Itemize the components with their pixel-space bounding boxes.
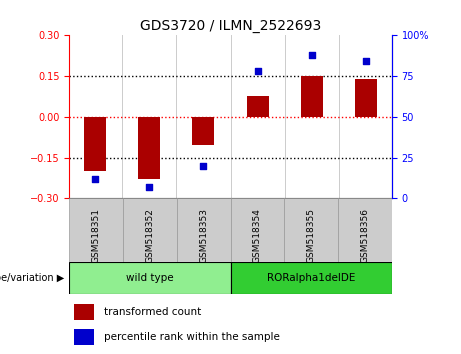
Text: GSM518354: GSM518354 bbox=[253, 208, 262, 263]
Bar bbox=[247, 96, 268, 117]
Bar bbox=[123, 198, 177, 262]
Text: RORalpha1delDE: RORalpha1delDE bbox=[267, 273, 355, 283]
Text: GSM518353: GSM518353 bbox=[199, 208, 208, 263]
Text: GSM518355: GSM518355 bbox=[307, 208, 316, 263]
Bar bbox=[138, 117, 160, 179]
Text: wild type: wild type bbox=[126, 273, 174, 283]
Bar bbox=[69, 262, 230, 294]
Title: GDS3720 / ILMN_2522693: GDS3720 / ILMN_2522693 bbox=[140, 19, 321, 33]
Point bbox=[145, 184, 153, 190]
Bar bbox=[84, 117, 106, 171]
Bar bbox=[284, 198, 338, 262]
Bar bbox=[355, 79, 377, 117]
Point bbox=[363, 59, 370, 64]
Bar bbox=[230, 198, 284, 262]
Bar bbox=[177, 198, 230, 262]
Bar bbox=[69, 198, 123, 262]
Point bbox=[254, 68, 261, 74]
Bar bbox=[338, 198, 392, 262]
Text: GSM518356: GSM518356 bbox=[361, 208, 369, 263]
Point bbox=[308, 52, 316, 58]
Point bbox=[200, 163, 207, 169]
Bar bbox=[230, 262, 392, 294]
Text: percentile rank within the sample: percentile rank within the sample bbox=[104, 332, 280, 342]
Text: GSM518351: GSM518351 bbox=[92, 208, 100, 263]
Text: genotype/variation ▶: genotype/variation ▶ bbox=[0, 273, 65, 283]
Bar bbox=[301, 75, 323, 117]
Text: transformed count: transformed count bbox=[104, 307, 201, 317]
Bar bbox=[74, 304, 94, 320]
Text: GSM518352: GSM518352 bbox=[145, 208, 154, 263]
Bar bbox=[193, 117, 214, 145]
Bar bbox=[74, 329, 94, 345]
Point bbox=[91, 176, 98, 182]
